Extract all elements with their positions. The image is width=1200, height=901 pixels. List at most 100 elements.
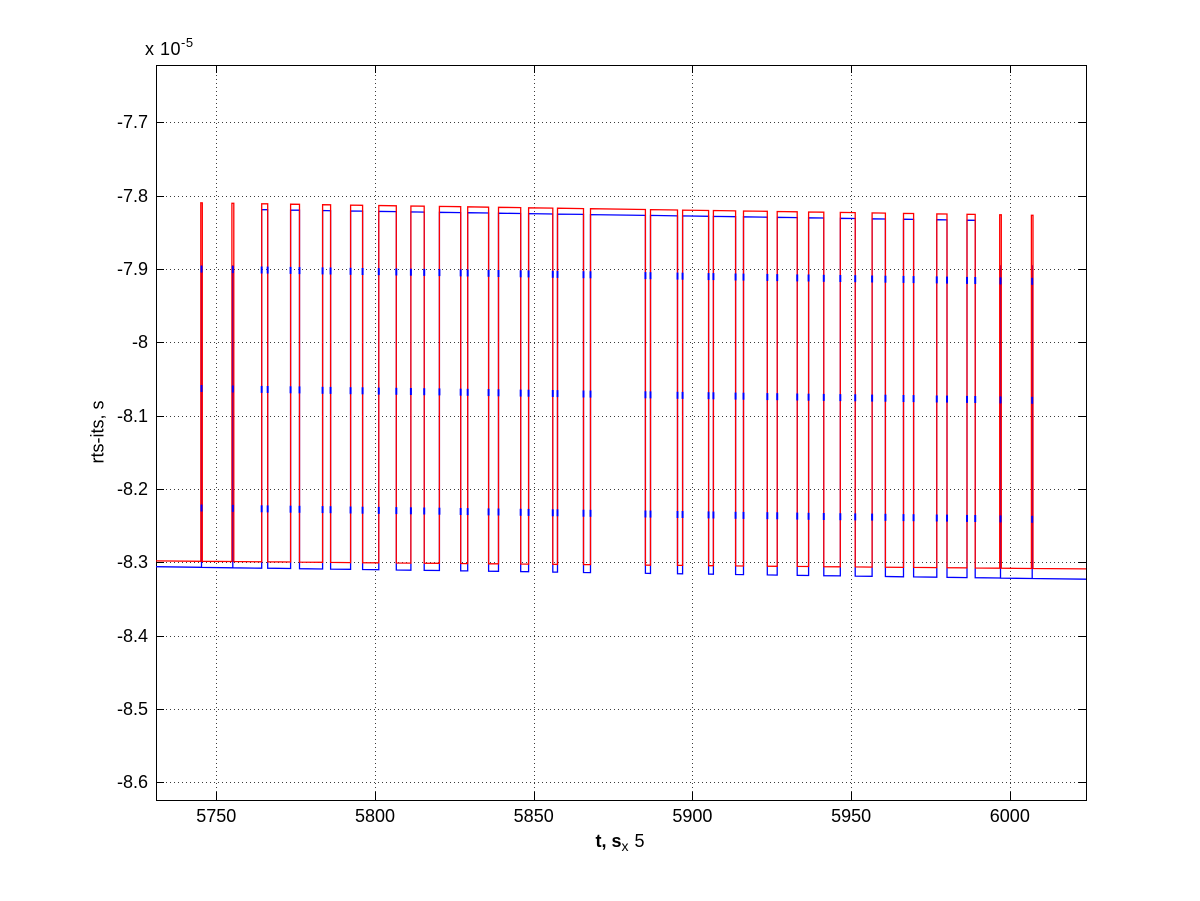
blue-edge-mark	[527, 389, 530, 397]
x-axis-label: t, sx 5	[595, 831, 644, 854]
blue-edge-mark	[707, 392, 710, 400]
blue-edge-mark	[266, 386, 269, 393]
blue-edge-mark	[582, 271, 585, 279]
blue-edge-mark	[854, 275, 857, 283]
blue-edge-mark	[551, 509, 554, 517]
blue-edge-mark	[361, 506, 364, 514]
blue-edge-mark	[884, 394, 887, 402]
blue-edge-mark	[707, 511, 710, 519]
blue-edge-mark	[298, 386, 301, 394]
blue-edge-mark	[676, 391, 679, 399]
blue-edge-mark	[839, 394, 842, 402]
blue-edge-mark	[329, 386, 332, 394]
y-tick-label: -8.5	[116, 699, 148, 720]
blue-edge-mark	[556, 509, 559, 517]
blue-edge-mark	[796, 393, 799, 401]
blue-edge-mark	[854, 513, 857, 521]
blue-edge-mark	[742, 511, 745, 519]
blue-edge-mark	[519, 389, 522, 397]
blue-edge-mark	[644, 272, 647, 280]
y-axis-exponent-prefix: x 10	[145, 39, 182, 59]
blue-edge-mark	[712, 273, 715, 281]
x-tick-label: 6000	[989, 806, 1030, 826]
blue-edge-mark	[321, 506, 324, 514]
blue-edge-mark	[527, 508, 530, 516]
blue-edge-mark	[649, 510, 652, 518]
blue-edge-mark	[231, 504, 234, 512]
blue-edge-mark	[556, 390, 559, 398]
blue-edge-mark	[822, 513, 825, 520]
blue-edge-mark	[200, 265, 203, 273]
blue-edge-mark	[649, 391, 652, 399]
blue-edge-mark	[807, 274, 810, 282]
blue-edge-mark	[497, 508, 500, 516]
y-tick-label: -7.9	[116, 258, 148, 279]
blue-edge-mark	[681, 511, 684, 518]
blue-edge-mark	[423, 268, 426, 276]
y-axis-exponent-label: x 10-5	[145, 35, 194, 60]
blue-edge-mark	[742, 392, 745, 400]
blue-edge-mark	[459, 269, 462, 277]
x-tick-label: 5750	[196, 806, 237, 826]
blue-edge-mark	[946, 395, 948, 403]
blue-edge-mark	[1031, 277, 1034, 285]
blue-edge-mark	[589, 390, 592, 398]
y-tick-label: -7.7	[116, 112, 148, 133]
x-axis-label-tail: 5	[634, 831, 645, 851]
blue-edge-mark	[822, 274, 825, 282]
blue-edge-mark	[551, 390, 554, 397]
blue-edge-mark	[329, 506, 332, 514]
x-tick-label: 5950	[831, 806, 872, 826]
blue-edge-mark	[999, 515, 1002, 523]
blue-edge-mark	[438, 388, 441, 396]
blue-edge-mark	[260, 385, 263, 393]
blue-edge-mark	[487, 269, 490, 277]
blue-edge-mark	[935, 276, 938, 284]
blue-edge-mark	[409, 388, 412, 395]
blue-edge-mark	[1031, 515, 1034, 523]
blue-edge-mark	[487, 389, 490, 397]
blue-edge-mark	[946, 514, 948, 522]
y-tick-label: -8.3	[116, 552, 148, 573]
blue-edge-mark	[734, 392, 737, 400]
y-tick-label: -8.2	[116, 478, 148, 499]
blue-edge-mark	[676, 511, 679, 518]
blue-edge-mark	[423, 507, 426, 515]
blue-edge-mark	[884, 275, 887, 283]
blue-edge-mark	[361, 387, 364, 395]
y-tick-label: -7.8	[116, 185, 148, 206]
blue-edge-mark	[395, 387, 398, 395]
red-series-line	[155, 202, 1087, 570]
blue-edge-mark	[681, 272, 684, 280]
y-tick-label: -8	[131, 332, 148, 353]
blue-edge-mark	[409, 268, 412, 276]
blue-edge-mark	[438, 507, 441, 515]
blue-edge-mark	[734, 273, 737, 281]
blue-edge-mark	[871, 513, 874, 521]
blue-edge-mark	[298, 267, 301, 275]
blue-series-line	[155, 208, 1087, 580]
axes-box	[156, 65, 1087, 801]
blue-edge-mark	[551, 270, 554, 278]
blue-edge-mark	[321, 267, 324, 275]
blue-edge-mark	[999, 396, 1002, 404]
blue-edge-mark	[966, 276, 968, 284]
blue-edge-mark	[766, 273, 769, 281]
blue-edge-mark	[912, 395, 915, 403]
blue-edge-mark	[349, 506, 352, 514]
blue-edge-mark	[681, 391, 684, 399]
blue-edge-mark	[231, 266, 234, 274]
blue-edge-mark	[231, 385, 234, 393]
blue-edge-mark	[519, 270, 522, 278]
blue-edge-mark	[649, 272, 652, 280]
blue-edge-mark	[766, 393, 769, 401]
blue-edge-mark	[796, 274, 799, 282]
y-tick-label: -8.1	[116, 405, 148, 426]
blue-edge-mark	[807, 512, 810, 520]
blue-edge-mark	[395, 507, 398, 515]
blue-edge-mark	[321, 386, 324, 394]
blue-edge-mark	[712, 392, 715, 400]
blue-edge-mark	[409, 507, 412, 515]
blue-edge-mark	[999, 277, 1002, 285]
